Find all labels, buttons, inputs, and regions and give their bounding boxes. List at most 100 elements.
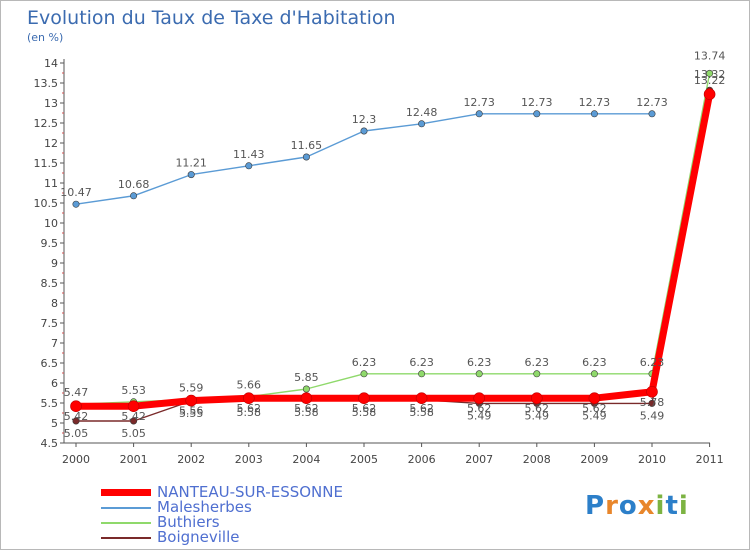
x-tick-label: 2004 xyxy=(292,453,320,466)
x-tick-label: 2002 xyxy=(177,453,205,466)
y-tick-label: 5 xyxy=(51,417,58,430)
chart-series xyxy=(70,69,716,425)
chart-axes: 4.555.566.577.588.599.51010.51111.51212.… xyxy=(34,57,724,466)
data-label-2: 6.23 xyxy=(640,356,665,369)
legend-swatch-malesherbes xyxy=(101,507,151,509)
legend-label-boigneville: Boigneville xyxy=(157,528,240,546)
y-tick-label: 5.5 xyxy=(41,397,59,410)
series-line-2 xyxy=(75,72,711,405)
data-label-0: 5.42 xyxy=(64,410,89,423)
series-point-0 xyxy=(473,392,486,405)
series-point-3 xyxy=(72,417,80,425)
x-tick-label: 2010 xyxy=(638,453,666,466)
data-label-1: 10.68 xyxy=(118,178,150,191)
data-label-0: 5.42 xyxy=(121,410,146,423)
data-label-3: 5.49 xyxy=(640,409,665,422)
logo-letter: t xyxy=(665,491,679,521)
y-tick-label: 7.5 xyxy=(41,317,59,330)
series-point-2 xyxy=(590,370,598,378)
x-tick-label: 2003 xyxy=(235,453,263,466)
data-label-2: 5.85 xyxy=(294,371,319,384)
series-point-1 xyxy=(418,120,426,128)
data-label-2: 6.23 xyxy=(467,356,492,369)
data-label-3: 5.58 xyxy=(294,406,319,419)
series-line-3 xyxy=(75,89,711,422)
legend-label-buthiers: Buthiers xyxy=(157,513,220,531)
proxiti-logo: Proxiti xyxy=(585,491,689,521)
logo-letter: i xyxy=(655,491,666,521)
series-point-0 xyxy=(300,392,313,405)
y-tick-label: 8.5 xyxy=(41,277,59,290)
y-tick-label: 12 xyxy=(44,137,58,150)
data-label-0: 5.62 xyxy=(294,402,319,415)
series-line-0 xyxy=(72,90,714,410)
y-tick-label: 10 xyxy=(44,217,58,230)
series-point-1 xyxy=(533,110,541,118)
y-tick-label: 13 xyxy=(44,97,58,110)
y-tick-label: 14 xyxy=(44,57,58,70)
y-tick-label: 6.5 xyxy=(41,357,59,370)
data-label-1: 12.48 xyxy=(406,106,438,119)
data-label-0: 5.62 xyxy=(525,402,550,415)
series-point-0 xyxy=(588,392,601,405)
data-label-3: 13.32 xyxy=(694,68,726,81)
series-point-1 xyxy=(590,110,598,118)
data-label-2: 5.53 xyxy=(121,384,146,397)
logo-letter: P xyxy=(585,491,606,521)
series-point-1 xyxy=(130,192,138,200)
data-label-2: 6.23 xyxy=(352,356,377,369)
legend-label-malesherbes: Malesherbes xyxy=(157,498,252,516)
x-tick-label: 2009 xyxy=(580,453,608,466)
x-tick-label: 2008 xyxy=(523,453,551,466)
data-label-2: 5.59 xyxy=(179,381,204,394)
logo-letter: i xyxy=(678,491,689,521)
data-label-1: 12.3 xyxy=(352,113,377,126)
data-label-3: 5.49 xyxy=(582,409,607,422)
series-point-1 xyxy=(72,200,80,208)
series-point-1 xyxy=(475,110,483,118)
series-point-1 xyxy=(648,110,656,118)
data-label-1: 11.21 xyxy=(175,157,207,170)
series-point-0 xyxy=(530,392,543,405)
data-label-0: 5.78 xyxy=(640,396,665,409)
data-label-3: 5.49 xyxy=(525,409,550,422)
series-point-0 xyxy=(646,385,658,398)
series-point-2 xyxy=(706,69,714,77)
series-point-1 xyxy=(245,162,253,170)
y-tick-label: 6 xyxy=(51,377,58,390)
series-point-0 xyxy=(358,392,370,405)
y-tick-label: 8 xyxy=(51,297,58,310)
data-label-0: 13.22 xyxy=(694,74,726,87)
data-label-3: 5.58 xyxy=(352,406,377,419)
data-label-3: 5.05 xyxy=(121,427,146,440)
series-point-2 xyxy=(533,370,541,378)
y-tick-label: 11.5 xyxy=(34,157,59,170)
legend-label-nanteau: NANTEAU-SUR-ESSONNE xyxy=(157,483,343,501)
x-tick-label: 2005 xyxy=(350,453,378,466)
y-tick-label: 11 xyxy=(44,177,58,190)
series-line-1 xyxy=(75,113,653,205)
x-tick-label: 2006 xyxy=(408,453,436,466)
series-point-2 xyxy=(475,370,483,378)
series-point-3 xyxy=(648,399,656,407)
series-point-0 xyxy=(703,88,716,100)
series-point-0 xyxy=(185,394,197,407)
data-label-3: 5.05 xyxy=(64,427,89,440)
data-label-0: 5.62 xyxy=(409,402,434,415)
data-label-3: 5.58 xyxy=(409,406,434,419)
logo-letter: o xyxy=(618,491,638,521)
y-tick-label: 7 xyxy=(51,337,58,350)
data-label-1: 12.73 xyxy=(463,96,495,109)
data-label-3: 5.55 xyxy=(179,407,204,420)
data-label-2: 5.66 xyxy=(237,379,262,392)
data-label-1: 12.73 xyxy=(636,96,668,109)
data-label-2: 5.47 xyxy=(64,386,89,399)
data-label-2: 6.23 xyxy=(525,356,550,369)
y-tick-label: 9 xyxy=(51,257,58,270)
series-point-2 xyxy=(418,370,426,378)
x-tick-label: 2011 xyxy=(696,453,724,466)
legend-swatch-buthiers xyxy=(101,522,151,524)
chart-data-labels: 10.47 10.68 11.21 11.43 11.65 12.3 12.48 12.73 1… xyxy=(60,49,725,440)
